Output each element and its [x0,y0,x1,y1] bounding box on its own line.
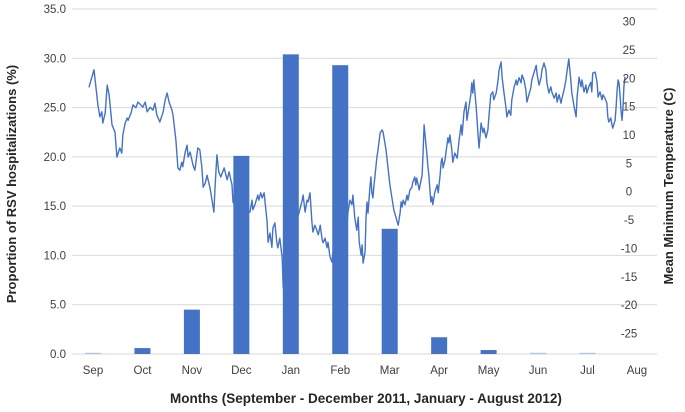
bar-oct [134,348,151,354]
left-axis-tick: 0.0 [50,349,66,361]
right-axis-tick: -25 [621,328,638,340]
right-axis-tick: -10 [621,243,638,255]
temperature-line-series [88,58,626,289]
temperature-line [88,58,626,289]
rsv-bar-series [85,54,596,354]
right-axis-tick-labels: 30 25 20 15 10 5 0 -5 -10 -15 -20 -25 [621,17,638,341]
right-axis-tick: 10 [623,130,636,142]
x-tick-feb: Feb [330,365,350,377]
x-tick-sep: Sep [83,365,103,377]
left-axis-title: Proportion of RSV hospitalizations (%) [4,65,19,303]
x-tick-may: May [478,365,500,377]
left-axis-tick: 20.0 [44,152,66,164]
left-axis-tick: 5.0 [50,300,66,312]
x-axis-month-labels: Sep Oct Nov Dec Jan Feb Mar Apr May Jun Jul Aug [83,365,647,377]
right-axis-tick: -5 [624,215,634,227]
bar-sep [85,352,101,354]
bar-dec [233,155,250,354]
x-tick-mar: Mar [380,365,400,377]
left-axis-tick: 10.0 [44,250,66,262]
left-axis-tick: 35.0 [44,4,66,16]
left-axis-tick: 25.0 [44,103,66,115]
bar-jun [530,352,547,354]
x-tick-oct: Oct [134,365,153,377]
left-axis-tick-labels: 0.0 5.0 10.0 15.0 20.0 25.0 30.0 35.0 [44,4,66,361]
right-axis-tick: 25 [623,45,636,57]
right-axis-tick: 15 [623,102,636,114]
right-axis-tick: -20 [621,300,638,312]
right-axis-tick: 0 [626,187,632,199]
bar-jul [579,352,596,354]
right-axis-tick: 20 [623,73,636,85]
x-tick-aug: Aug [627,365,647,377]
right-axis-tick: 5 [626,158,632,170]
x-tick-apr: Apr [430,365,448,377]
left-axis-tick: 30.0 [44,53,66,65]
bar-may [480,350,497,354]
x-tick-jul: Jul [580,365,595,377]
bar-jan [282,54,299,354]
bar-nov [183,309,200,354]
bar-apr [431,337,448,354]
right-axis-tick: 30 [623,17,636,29]
left-axis-tick: 15.0 [44,201,66,213]
x-tick-dec: Dec [231,365,252,377]
bar-mar [381,228,398,354]
right-axis-tick: -15 [621,272,638,284]
x-tick-nov: Nov [182,365,203,377]
x-axis-title: Months (September - December 2011, Janua… [170,391,562,406]
x-tick-jan: Jan [282,365,301,377]
bar-feb [332,65,349,354]
right-axis-title: Mean Minimum Temperature (C) [661,88,676,285]
x-tick-jun: Jun [529,365,548,377]
